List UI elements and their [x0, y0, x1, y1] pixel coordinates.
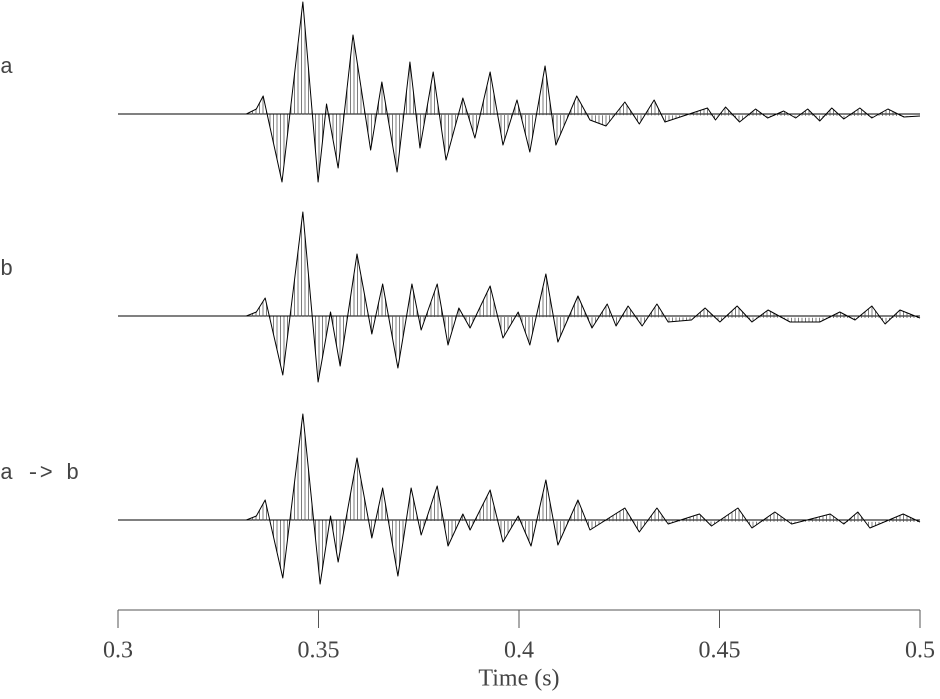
trace-label: b: [0, 257, 13, 282]
x-tick-label: 0.5: [905, 638, 935, 664]
trace: [118, 413, 921, 585]
trace: [118, 1, 921, 183]
trace-label: a -> b: [0, 461, 79, 486]
x-tick-label: 0.45: [699, 638, 741, 664]
x-tick-label: 0.4: [504, 638, 534, 664]
trace: [118, 211, 921, 383]
x-tick-label: 0.3: [103, 638, 133, 664]
x-tick-label: 0.35: [298, 638, 340, 664]
trace-label: a: [0, 55, 13, 80]
x-axis-label: Time (s): [478, 666, 559, 692]
